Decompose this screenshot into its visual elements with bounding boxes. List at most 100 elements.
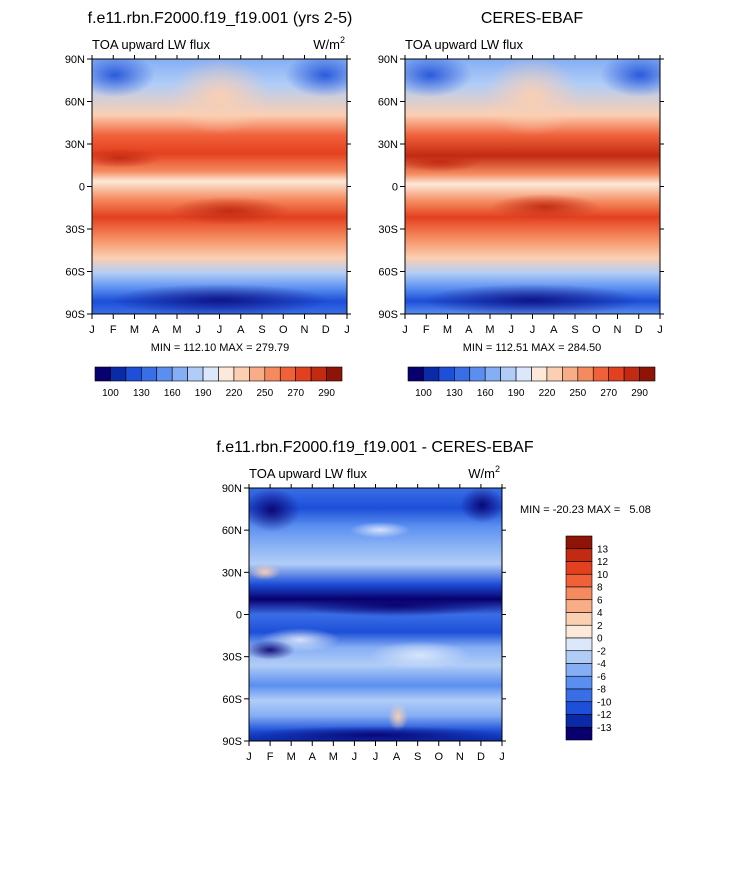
colorbar-label: 6 <box>597 595 603 606</box>
y-tick-label: 0 <box>392 182 398 194</box>
x-tick-label: S <box>571 324 578 336</box>
colorbar-cell <box>515 366 532 382</box>
model-panel: f.e11.rbn.F2000.f19_f19.001 (yrs 2-5) TO… <box>65 10 353 399</box>
colorbar-label: -4 <box>597 659 606 670</box>
x-tick-label: F <box>423 324 430 336</box>
colorbar-label: -8 <box>597 685 606 696</box>
colorbar-label: 270 <box>600 388 617 399</box>
y-tick-label: 30S <box>222 652 242 664</box>
colorbar-cell <box>565 650 593 664</box>
colorbar-cell <box>454 366 471 382</box>
y-tick-label: 30S <box>65 224 85 236</box>
x-tick-label: S <box>258 324 265 336</box>
colorbar-cell <box>565 535 593 550</box>
colorbar-cell <box>407 366 424 382</box>
colorbar-cell <box>187 366 204 382</box>
y-tick-label: 90S <box>65 309 85 321</box>
diff-title: f.e11.rbn.F2000.f19_f19.001 - CERES-EBAF <box>216 439 533 456</box>
colorbar-label: 10 <box>597 570 609 581</box>
x-tick-label: J <box>373 751 379 763</box>
x-tick-label: D <box>635 324 643 336</box>
colorbar-label: 250 <box>256 388 273 399</box>
colorbar-cell <box>565 701 593 715</box>
diff-stats: MIN = -20.23 MAX = 5.08 <box>520 504 651 516</box>
y-tick-label: 60S <box>65 267 85 279</box>
x-tick-label: S <box>414 751 421 763</box>
colorbar-cell <box>310 366 327 382</box>
colorbar-label: 190 <box>508 388 525 399</box>
colorbar-label: 220 <box>539 388 556 399</box>
y-tick-label: 60S <box>222 694 242 706</box>
colorbar-label: 270 <box>287 388 304 399</box>
colorbar-cell <box>484 366 501 382</box>
x-tick-label: A <box>152 324 160 336</box>
obs-subtitle: TOA upward LW flux <box>405 37 524 52</box>
model-units-base: W/m <box>313 37 340 52</box>
x-tick-label: J <box>246 751 252 763</box>
x-tick-label: N <box>614 324 622 336</box>
x-tick-label: M <box>287 751 296 763</box>
y-tick-label: 0 <box>79 182 85 194</box>
colorbar-cell <box>233 366 250 382</box>
colorbar-label: 0 <box>597 634 603 645</box>
x-tick-label: D <box>477 751 485 763</box>
y-tick-label: 30S <box>378 224 398 236</box>
colorbar-cell <box>565 675 593 690</box>
diff-units-exp: 2 <box>495 464 500 474</box>
colorbar-cell <box>565 637 593 652</box>
colorbar-cell <box>577 366 594 382</box>
x-tick-label: F <box>267 751 274 763</box>
colorbar-label: 220 <box>226 388 243 399</box>
model-units-exp: 2 <box>340 35 345 45</box>
colorbar-cell <box>279 366 296 382</box>
y-tick-label: 30N <box>222 567 242 579</box>
colorbar-label: 100 <box>102 388 119 399</box>
x-tick-label: N <box>301 324 309 336</box>
colorbar-cell <box>531 366 548 382</box>
diff-colorbar: 13 12 10 86 4 2 0-2 -4 -6 -8-10 -12 -13 <box>565 535 612 741</box>
colorbar-label: 12 <box>597 557 609 568</box>
x-tick-label: J <box>217 324 223 336</box>
obs-stats: MIN = 112.51 MAX = 284.50 <box>463 342 602 354</box>
colorbar-cell <box>202 366 219 382</box>
colorbar-cell <box>264 366 281 382</box>
colorbar-cell <box>249 366 266 382</box>
x-tick-label: A <box>550 324 558 336</box>
x-tick-label: J <box>402 324 408 336</box>
x-tick-label: M <box>172 324 181 336</box>
model-stats: MIN = 112.10 MAX = 279.79 <box>151 342 290 354</box>
x-tick-label: J <box>509 324 515 336</box>
colorbar-label: 8 <box>597 583 603 594</box>
colorbar-label: 250 <box>569 388 586 399</box>
colorbar-cell <box>110 366 127 382</box>
colorbar-label: 13 <box>597 544 609 555</box>
obs-field <box>405 59 660 314</box>
colorbar-cell <box>565 561 593 575</box>
colorbar-label: 2 <box>597 621 603 632</box>
colorbar-cell <box>592 366 609 382</box>
colorbar-cell <box>94 366 111 382</box>
x-tick-label: F <box>110 324 117 336</box>
x-tick-label: M <box>485 324 494 336</box>
y-tick-label: 0 <box>236 610 242 622</box>
colorbar-cell <box>565 714 593 728</box>
model-title: f.e11.rbn.F2000.f19_f19.001 (yrs 2-5) <box>88 10 353 27</box>
x-tick-label: J <box>530 324 536 336</box>
colorbar-cell <box>565 586 593 601</box>
y-tick-label: 60S <box>378 267 398 279</box>
colorbar-label: 160 <box>477 388 494 399</box>
x-tick-label: A <box>465 324 473 336</box>
diff-subtitle: TOA upward LW flux <box>249 466 368 481</box>
y-tick-label: 90N <box>65 54 85 66</box>
colorbar-label: 290 <box>318 388 335 399</box>
y-tick-label: 90N <box>378 54 398 66</box>
y-tick-label: 30N <box>65 139 85 151</box>
colorbar-cell <box>423 366 440 382</box>
y-tick-label: 60N <box>222 525 242 537</box>
diff-panel: f.e11.rbn.F2000.f19_f19.001 - CERES-EBAF… <box>216 439 650 763</box>
